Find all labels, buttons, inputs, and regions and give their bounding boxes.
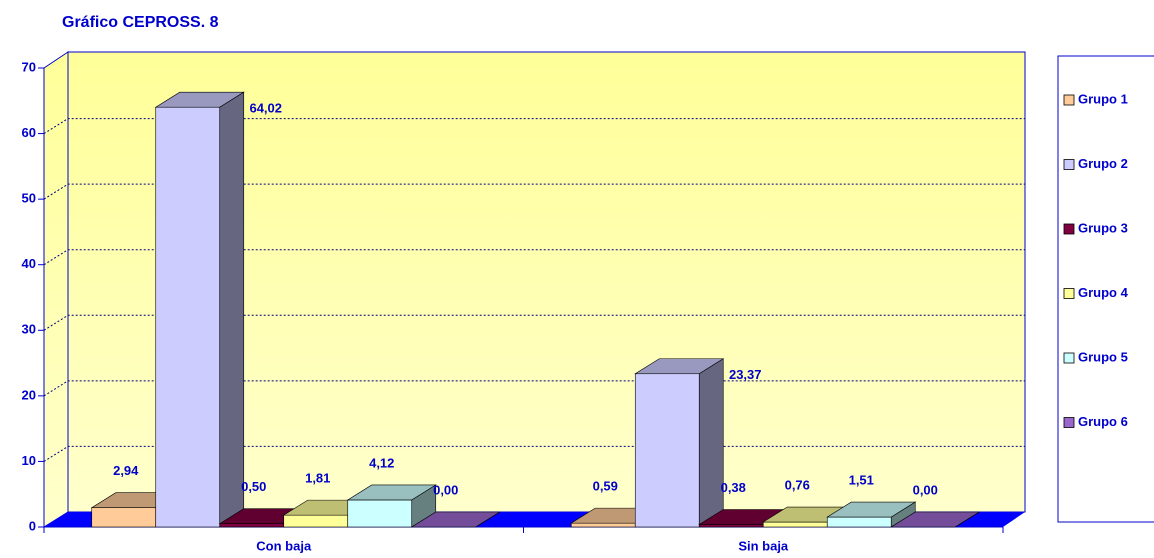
- value-label: 4,12: [369, 455, 394, 470]
- bar: [154, 91, 245, 528]
- grid-line: [43, 445, 1025, 462]
- bar-side: [698, 358, 724, 528]
- bar-front: [91, 507, 157, 528]
- value-label: 0,00: [913, 482, 938, 497]
- x-tick-label: Sin baja: [738, 538, 789, 553]
- bar-side: [955, 511, 980, 528]
- x-tick-label: Con baja: [256, 538, 312, 553]
- bar-front: [826, 516, 892, 528]
- chart-title: Gráfico CEPROSS. 8: [62, 14, 219, 31]
- bar-front: [698, 524, 764, 528]
- bar-front: [347, 499, 413, 528]
- grid-line: [43, 314, 1025, 331]
- bar: [634, 358, 725, 528]
- bar-front: [283, 514, 349, 528]
- legend-label: Grupo 3: [1078, 220, 1128, 235]
- value-label: 0,59: [593, 479, 618, 494]
- grid-line: [43, 380, 1025, 397]
- legend-swatch: [1063, 223, 1075, 235]
- y-tick-label: 40: [22, 256, 36, 271]
- legend-label: Grupo 4: [1078, 285, 1129, 300]
- bar: [410, 511, 501, 528]
- side-wall: [43, 51, 69, 528]
- bar-side: [475, 511, 500, 528]
- value-label: 1,51: [849, 473, 874, 488]
- legend-swatch: [1063, 288, 1075, 299]
- bar: [890, 511, 981, 528]
- legend-swatch: [1063, 417, 1075, 428]
- bar-front: [570, 522, 636, 528]
- y-tick-label: 30: [22, 322, 36, 337]
- legend-swatch: [1063, 159, 1075, 170]
- grid-line: [43, 183, 1025, 200]
- legend-label: Grupo 6: [1078, 414, 1128, 429]
- value-label: 0,50: [241, 479, 266, 494]
- y-tick-label: 50: [22, 191, 36, 206]
- value-label: 0,00: [433, 482, 458, 497]
- bar-front: [155, 106, 221, 528]
- y-tick-label: 60: [22, 125, 36, 140]
- y-tick-label: 20: [22, 387, 36, 402]
- legend-label: Grupo 1: [1078, 91, 1128, 106]
- grid-line: [43, 249, 1025, 266]
- bar: [346, 484, 437, 528]
- bar-side: [219, 91, 245, 528]
- y-tick-label: 0: [29, 518, 36, 533]
- legend-swatch: [1063, 352, 1075, 364]
- value-label: 1,81: [305, 471, 330, 486]
- bar-front: [219, 523, 285, 528]
- y-tick-label: 70: [22, 59, 36, 74]
- bar-front: [634, 373, 700, 528]
- value-label: 64,02: [249, 101, 282, 116]
- legend-swatch: [1063, 94, 1075, 106]
- y-tick-label: 10: [22, 453, 36, 468]
- value-label: 0,76: [785, 477, 810, 492]
- bar-front: [762, 521, 828, 528]
- legend-label: Grupo 2: [1078, 156, 1128, 171]
- grid-line: [43, 118, 1025, 134]
- legend-label: Grupo 5: [1078, 349, 1128, 364]
- value-label: 2,94: [113, 463, 139, 478]
- value-label: 23,37: [729, 367, 762, 382]
- value-label: 0,38: [721, 480, 746, 495]
